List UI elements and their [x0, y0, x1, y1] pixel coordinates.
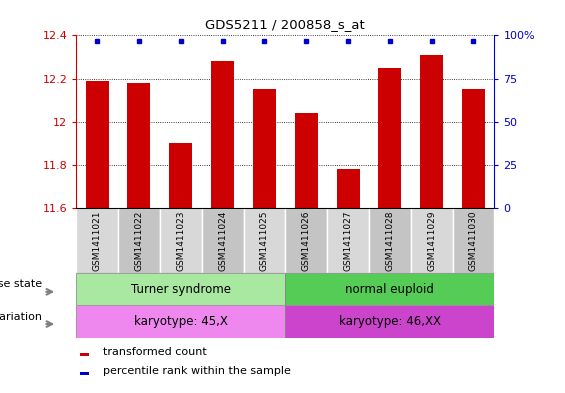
- Text: GSM1411025: GSM1411025: [260, 210, 269, 271]
- Title: GDS5211 / 200858_s_at: GDS5211 / 200858_s_at: [206, 18, 365, 31]
- Text: disease state: disease state: [0, 279, 42, 289]
- Text: GSM1411030: GSM1411030: [469, 210, 478, 271]
- Bar: [295, 113, 318, 208]
- Bar: [80, 353, 89, 356]
- Bar: [86, 81, 108, 208]
- Text: GSM1411021: GSM1411021: [93, 210, 102, 271]
- Bar: [453, 208, 494, 273]
- Text: genotype/variation: genotype/variation: [0, 312, 42, 321]
- Text: karyotype: 46,XX: karyotype: 46,XX: [339, 315, 441, 328]
- Bar: [285, 273, 494, 305]
- Bar: [211, 61, 234, 208]
- Text: GSM1411024: GSM1411024: [218, 210, 227, 271]
- Bar: [244, 208, 285, 273]
- Bar: [118, 208, 160, 273]
- Bar: [462, 89, 485, 208]
- Text: GSM1411026: GSM1411026: [302, 210, 311, 271]
- Text: percentile rank within the sample: percentile rank within the sample: [103, 365, 292, 376]
- Text: Turner syndrome: Turner syndrome: [131, 283, 231, 296]
- Text: GSM1411022: GSM1411022: [134, 210, 144, 271]
- Bar: [76, 305, 285, 338]
- Bar: [285, 208, 327, 273]
- Bar: [327, 208, 369, 273]
- Text: GSM1411028: GSM1411028: [385, 210, 394, 271]
- Bar: [202, 208, 244, 273]
- Bar: [420, 55, 443, 208]
- Bar: [128, 83, 150, 208]
- Bar: [80, 372, 89, 375]
- Bar: [337, 169, 359, 208]
- Text: GSM1411023: GSM1411023: [176, 210, 185, 271]
- Bar: [411, 208, 453, 273]
- Text: transformed count: transformed count: [103, 347, 207, 357]
- Bar: [160, 208, 202, 273]
- Bar: [76, 273, 285, 305]
- Bar: [379, 68, 401, 208]
- Text: normal euploid: normal euploid: [345, 283, 434, 296]
- Bar: [369, 208, 411, 273]
- Text: GSM1411029: GSM1411029: [427, 210, 436, 271]
- Bar: [285, 305, 494, 338]
- Text: GSM1411027: GSM1411027: [344, 210, 353, 271]
- Bar: [253, 89, 276, 208]
- Bar: [170, 143, 192, 208]
- Bar: [76, 208, 118, 273]
- Text: karyotype: 45,X: karyotype: 45,X: [134, 315, 228, 328]
